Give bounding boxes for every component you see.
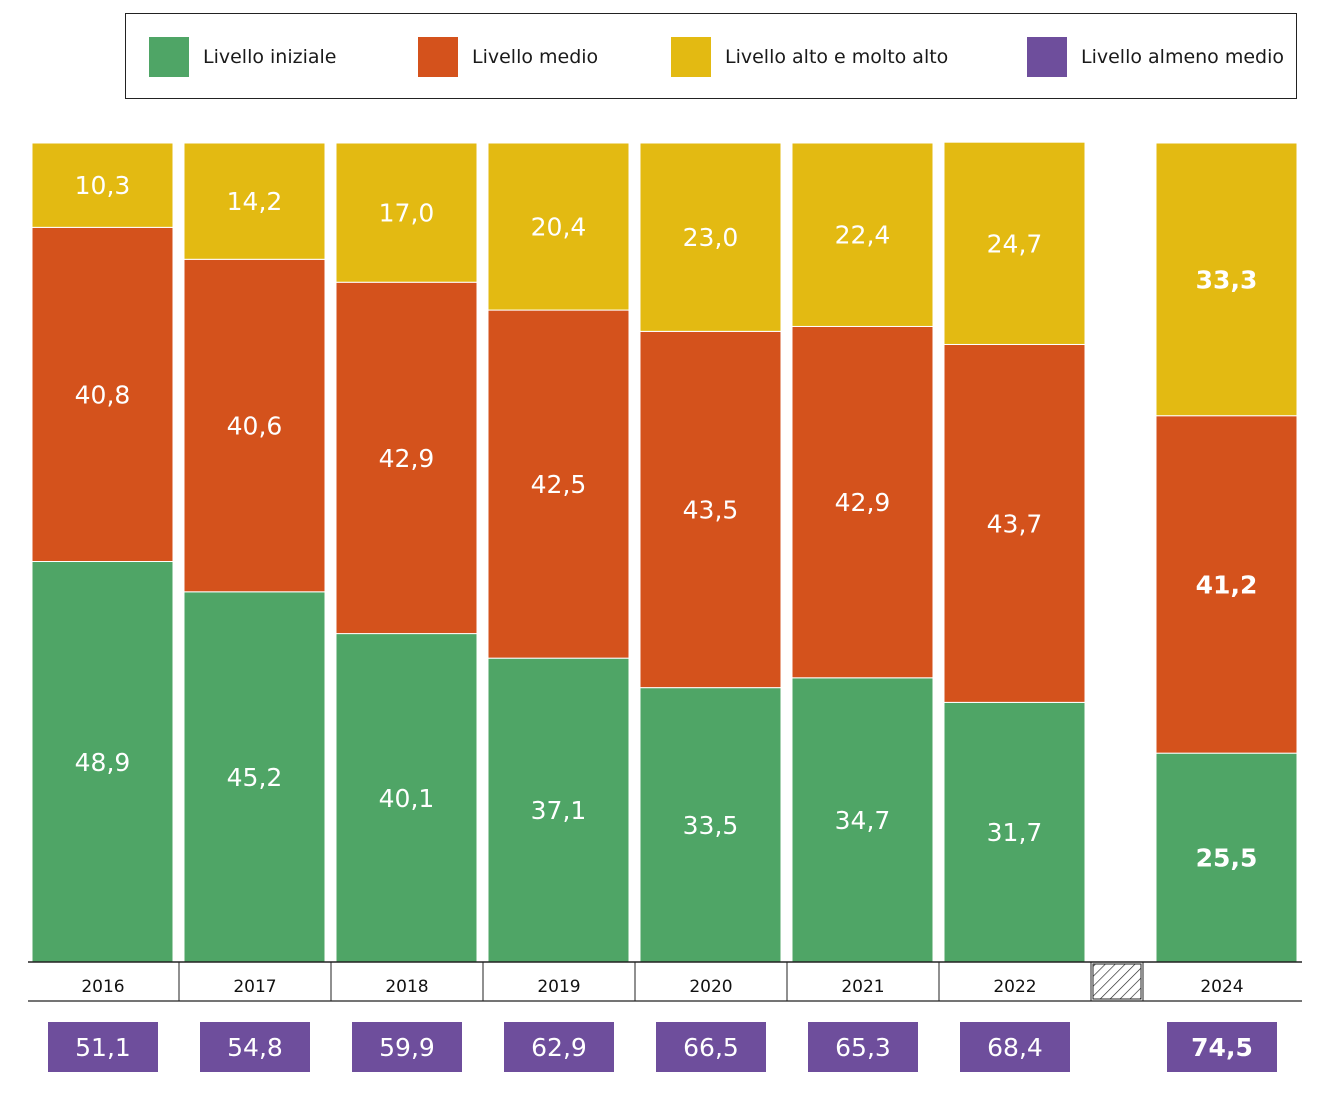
summary-label-2017: 54,8 bbox=[227, 1033, 283, 1062]
legend-swatch-medio bbox=[418, 37, 458, 77]
legend-item-alto: Livello alto e molto alto bbox=[671, 37, 948, 77]
bar-segment-2018-2 bbox=[335, 142, 478, 283]
summary-label-2024: 74,5 bbox=[1191, 1033, 1253, 1062]
bar-segment-2016-0 bbox=[31, 561, 174, 963]
legend-swatch-iniziale bbox=[149, 37, 189, 77]
data-label-2017-0: 45,2 bbox=[227, 763, 283, 792]
data-label-2024-0: 25,5 bbox=[1196, 844, 1258, 873]
legend-item-almeno-medio: Livello almeno medio bbox=[1027, 37, 1284, 77]
legend-label-almeno-medio: Livello almeno medio bbox=[1081, 46, 1285, 68]
data-label-2020-1: 43,5 bbox=[683, 496, 739, 525]
data-label-2018-1: 42,9 bbox=[379, 444, 435, 473]
x-tick-label-2022: 2022 bbox=[993, 977, 1036, 997]
bar-segment-2017-0 bbox=[183, 591, 326, 963]
data-label-2016-1: 40,8 bbox=[75, 380, 131, 409]
data-label-2024-1: 41,2 bbox=[1196, 570, 1258, 599]
bar-segment-2020-2 bbox=[639, 142, 782, 332]
x-tick-label-2018: 2018 bbox=[385, 977, 428, 997]
data-label-2020-2: 23,0 bbox=[683, 223, 739, 252]
data-label-2022-1: 43,7 bbox=[987, 509, 1043, 538]
bar-segment-2017-1 bbox=[183, 258, 326, 593]
bar-segment-2021-2 bbox=[791, 142, 934, 327]
data-label-2016-2: 10,3 bbox=[75, 171, 131, 200]
legend-item-medio: Livello medio bbox=[418, 37, 598, 77]
summary-box-2024 bbox=[1167, 1022, 1277, 1072]
summary-box-2020 bbox=[656, 1022, 766, 1072]
data-label-2022-0: 31,7 bbox=[987, 818, 1043, 847]
bar-segment-2017-2 bbox=[183, 142, 326, 260]
data-label-2019-1: 42,5 bbox=[531, 470, 587, 499]
bar-segment-2019-0 bbox=[487, 657, 630, 963]
data-label-2022-2: 24,7 bbox=[987, 229, 1043, 258]
summary-label-2016: 51,1 bbox=[75, 1033, 131, 1062]
data-label-2018-0: 40,1 bbox=[379, 784, 435, 813]
legend-item-iniziale: Livello iniziale bbox=[149, 37, 336, 77]
bar-segment-2024-2 bbox=[1155, 142, 1298, 417]
summary-label-2020: 66,5 bbox=[683, 1033, 739, 1062]
summary-label-2018: 59,9 bbox=[379, 1033, 435, 1062]
summary-box-2017 bbox=[200, 1022, 310, 1072]
legend-swatch-almeno-medio bbox=[1027, 37, 1067, 77]
x-tick-label-2016: 2016 bbox=[81, 977, 124, 997]
legend-label-medio: Livello medio bbox=[472, 46, 599, 68]
x-tick-label-2019: 2019 bbox=[537, 977, 580, 997]
bar-segment-2019-1 bbox=[487, 309, 630, 659]
bar-segment-2022-1 bbox=[943, 343, 1086, 703]
data-label-2021-1: 42,9 bbox=[835, 488, 891, 517]
legend-label-alto: Livello alto e molto alto bbox=[725, 46, 949, 68]
legend-swatch-alto bbox=[671, 37, 711, 77]
data-label-2016-0: 48,9 bbox=[75, 748, 131, 777]
data-label-2019-2: 20,4 bbox=[531, 213, 587, 242]
x-tick-label-2021: 2021 bbox=[841, 977, 884, 997]
data-label-2017-2: 14,2 bbox=[227, 187, 283, 216]
bar-segment-2018-0 bbox=[335, 633, 478, 963]
bar-segment-2020-0 bbox=[639, 687, 782, 963]
x-tick-label-2017: 2017 bbox=[233, 977, 276, 997]
summary-box-2021 bbox=[808, 1022, 918, 1072]
bar-segment-2024-1 bbox=[1155, 415, 1298, 754]
data-label-2020-0: 33,5 bbox=[683, 811, 739, 840]
x-tick-label-2020: 2020 bbox=[689, 977, 732, 997]
summary-box-2019 bbox=[504, 1022, 614, 1072]
missing-year-hatch bbox=[1092, 963, 1142, 1000]
legend-label-iniziale: Livello iniziale bbox=[203, 46, 337, 68]
bar-segment-2016-2 bbox=[31, 142, 174, 228]
bar-segment-2019-2 bbox=[487, 142, 630, 311]
bar-segment-2016-1 bbox=[31, 226, 174, 563]
bar-segment-2021-1 bbox=[791, 325, 934, 679]
summary-box-2016 bbox=[48, 1022, 158, 1072]
data-label-2024-2: 33,3 bbox=[1196, 265, 1258, 294]
bar-segment-2021-0 bbox=[791, 677, 934, 963]
chart-legend: Livello iniziale Livello medio Livello a… bbox=[125, 13, 1297, 99]
summary-label-2021: 65,3 bbox=[835, 1033, 891, 1062]
data-label-2019-0: 37,1 bbox=[531, 796, 587, 825]
summary-box-2022 bbox=[960, 1022, 1070, 1072]
bar-segment-2022-0 bbox=[943, 701, 1086, 963]
bar-segment-2024-0 bbox=[1155, 752, 1298, 963]
data-label-2017-1: 40,6 bbox=[227, 412, 283, 441]
x-tick-label-2024: 2024 bbox=[1200, 977, 1243, 997]
summary-box-2018 bbox=[352, 1022, 462, 1072]
summary-label-2022: 68,4 bbox=[987, 1033, 1043, 1062]
data-label-2018-2: 17,0 bbox=[379, 199, 435, 228]
data-label-2021-0: 34,7 bbox=[835, 806, 891, 835]
summary-label-2019: 62,9 bbox=[531, 1033, 587, 1062]
bar-segment-2020-1 bbox=[639, 330, 782, 689]
data-label-2021-2: 22,4 bbox=[835, 221, 891, 250]
bar-segment-2022-2 bbox=[943, 141, 1086, 345]
